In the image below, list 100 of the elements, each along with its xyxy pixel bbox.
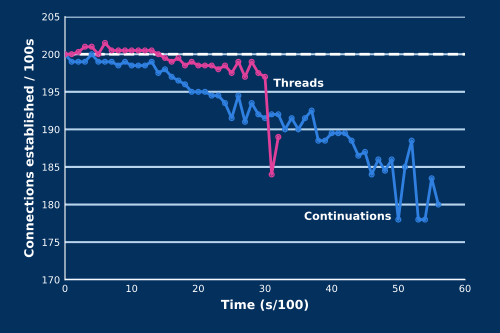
point (68, 51, 75, 58)
x-tick-label: 10 (126, 284, 138, 292)
point (422, 216, 428, 223)
point (202, 62, 208, 69)
point (188, 88, 195, 95)
point (275, 134, 282, 140)
point (322, 138, 328, 144)
y-tick-label: 185 (42, 163, 60, 171)
point (102, 58, 108, 65)
point (428, 175, 435, 182)
point (162, 54, 168, 62)
point (408, 138, 415, 144)
point (302, 115, 308, 122)
point (122, 58, 128, 65)
point (122, 47, 128, 54)
point (188, 58, 195, 65)
x-tick-label: 20 (192, 284, 204, 292)
point (202, 88, 208, 95)
point (155, 70, 162, 76)
point (362, 148, 368, 155)
point (228, 115, 235, 122)
point (182, 62, 188, 69)
point (102, 40, 108, 46)
point (268, 171, 275, 178)
point (148, 58, 155, 65)
point (128, 62, 135, 69)
point (82, 58, 88, 65)
point (215, 66, 222, 72)
x-tick-label: 50 (392, 284, 404, 292)
point (115, 62, 122, 69)
point (182, 81, 188, 88)
series-label: Continuations (304, 211, 391, 220)
point (255, 70, 262, 76)
point (142, 47, 148, 54)
point (128, 47, 135, 54)
point (342, 130, 348, 136)
point (168, 74, 175, 80)
y-tick-label: 205 (42, 13, 60, 20)
point (382, 168, 388, 174)
y-axis-title: Connections established / 100s (24, 39, 35, 258)
point (248, 58, 255, 65)
point (435, 202, 442, 208)
point (108, 58, 115, 65)
point (295, 126, 302, 132)
x-tick-label: 30 (260, 284, 271, 292)
point (75, 48, 82, 56)
point (82, 44, 88, 50)
y-tick-label: 170 (42, 276, 60, 284)
point (155, 51, 162, 58)
point (148, 47, 155, 54)
point (208, 92, 215, 99)
point (402, 164, 408, 170)
point (228, 70, 235, 76)
point (222, 62, 228, 69)
point (255, 111, 262, 118)
point (288, 115, 295, 122)
y-tick-label: 195 (42, 88, 60, 96)
point (75, 58, 82, 65)
series-label: Threads (273, 78, 324, 87)
point (368, 171, 375, 178)
point (388, 156, 395, 163)
point (95, 58, 102, 65)
x-axis-title: Time (s/100) (220, 300, 308, 311)
point (162, 66, 168, 72)
point (315, 138, 322, 144)
point (415, 216, 422, 223)
point (195, 62, 202, 69)
y-tick-label: 190 (42, 126, 60, 134)
point (355, 152, 362, 159)
y-tick-label: 180 (42, 201, 60, 208)
point (242, 118, 248, 125)
point (275, 111, 282, 118)
point (348, 138, 355, 144)
point (242, 74, 248, 80)
point (142, 62, 148, 69)
point (135, 62, 142, 69)
point (268, 111, 275, 118)
point (262, 74, 268, 80)
point (108, 47, 115, 54)
point (168, 58, 175, 65)
y-tick-label: 175 (42, 238, 60, 246)
point (115, 47, 122, 54)
point (215, 92, 222, 99)
point (175, 77, 182, 84)
point (235, 58, 242, 65)
point (195, 88, 202, 95)
point (208, 62, 215, 69)
x-tick-label: 40 (326, 284, 338, 292)
point (335, 130, 342, 136)
line-series (65, 51, 442, 223)
point (328, 130, 335, 136)
point (222, 100, 228, 106)
point (68, 58, 75, 65)
y-tick-label: 200 (42, 50, 60, 58)
x-tick-label: 0 (62, 284, 68, 292)
point (135, 47, 142, 54)
point (95, 51, 102, 58)
point (395, 216, 402, 223)
x-tick-label: 60 (459, 284, 471, 292)
point (88, 44, 95, 50)
